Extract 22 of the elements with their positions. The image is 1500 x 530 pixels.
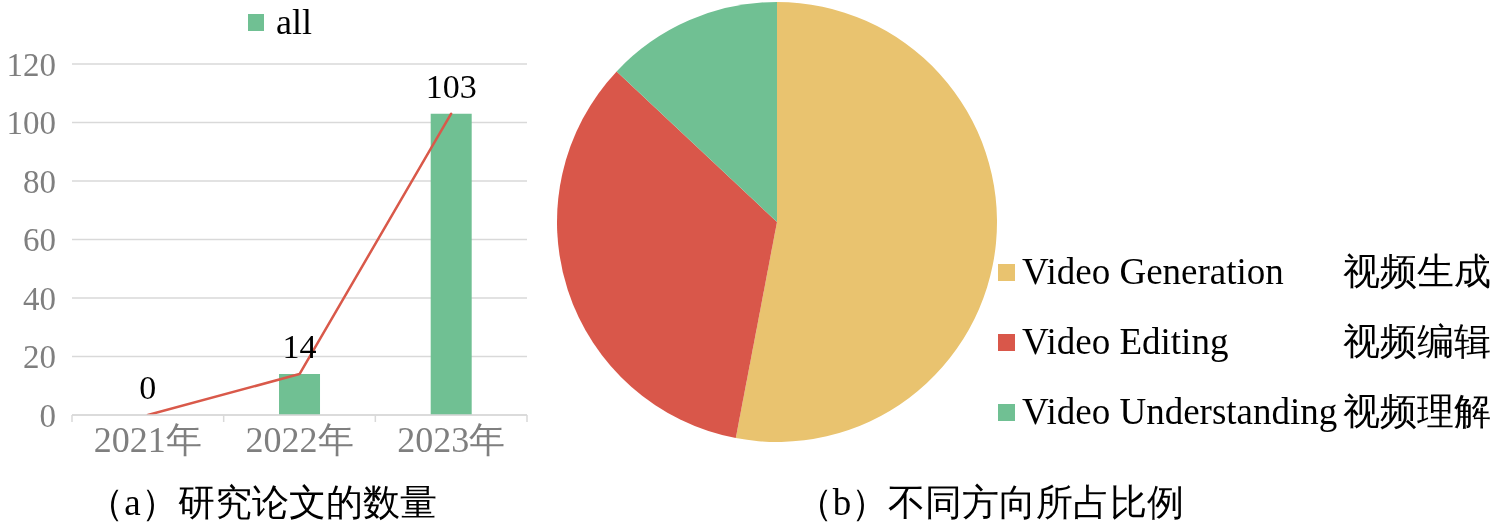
pie-slice	[616, 2, 777, 222]
data-label: 103	[425, 67, 477, 105]
category-label: Video Generation 视频生成	[1022, 251, 1492, 292]
text: （a）研究论文的数量	[86, 481, 438, 525]
legend-label: all	[276, 1, 312, 43]
data-label: 0	[139, 369, 157, 406]
x-tick-label: 2021年	[93, 419, 202, 460]
data-label: 14	[282, 328, 317, 366]
y-tick-label: 80	[23, 163, 56, 200]
x-tick-label: 2022年	[245, 419, 354, 460]
y-tick-label: 120	[6, 46, 56, 83]
x-tick-label: 2023年	[397, 419, 506, 460]
pie-slice	[735, 2, 997, 442]
text: （b）不同方向所占比例	[794, 481, 1186, 525]
pie-slice	[557, 71, 777, 439]
y-tick-label: 0	[39, 397, 56, 434]
y-tick-label: 100	[6, 105, 56, 142]
legend-label: Video Understanding 视频理解	[1022, 390, 1492, 434]
y-tick-label: 40	[23, 280, 56, 317]
y-tick-label: 60	[23, 222, 56, 259]
y-tick-label: 20	[23, 339, 56, 376]
category-label: Video Editing 视频编辑	[1022, 321, 1492, 362]
